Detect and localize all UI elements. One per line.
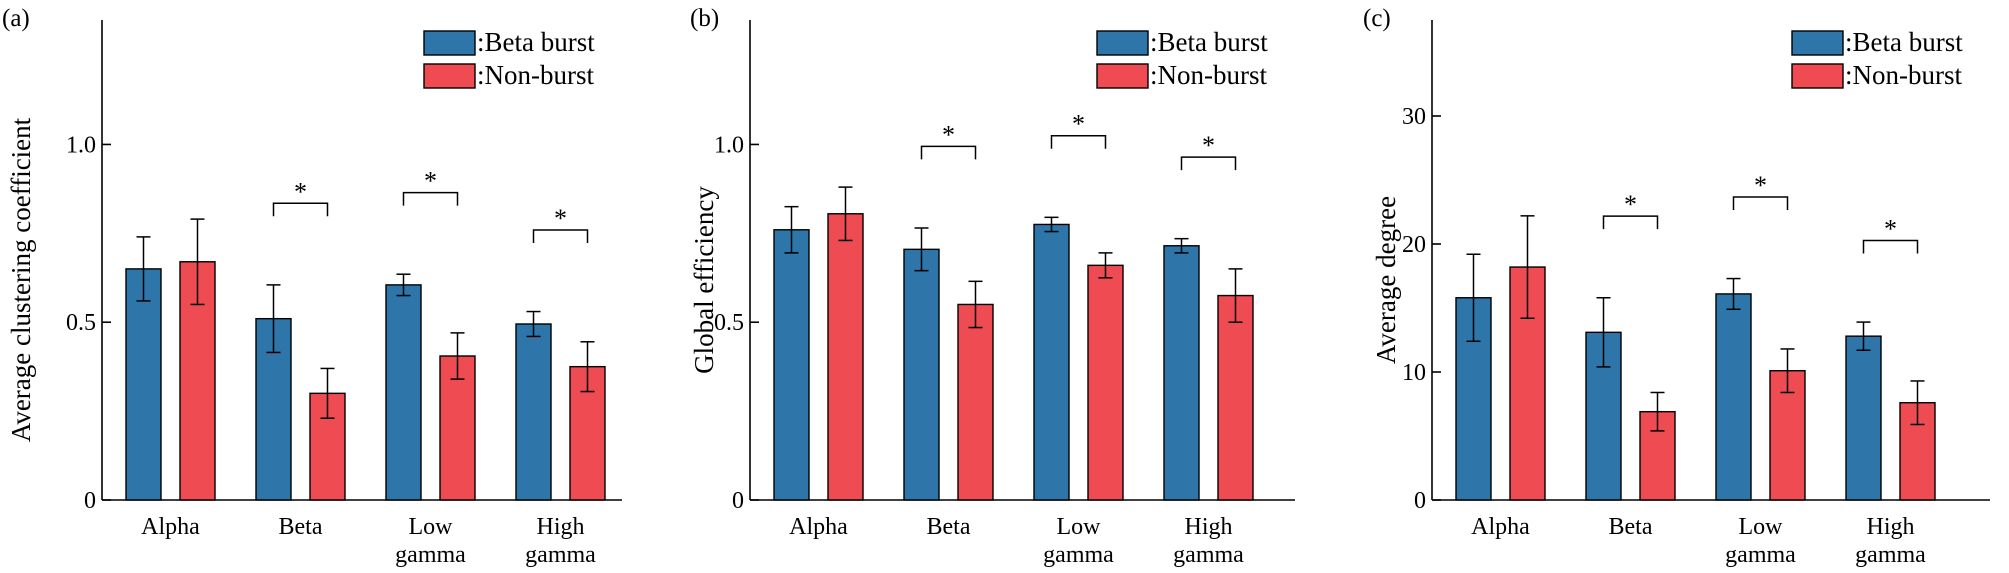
x-tick-label: Low [1057, 514, 1102, 540]
legend-swatch-non-burst [423, 63, 476, 89]
y-tick-label: 1.0 [714, 132, 744, 158]
bar-beta-burst [385, 284, 422, 501]
x-tick-label: High [1867, 514, 1915, 540]
x-tick-label: Alpha [141, 514, 200, 540]
significance-star: * [1884, 214, 1897, 243]
y-tick-label: 30 [1402, 104, 1426, 130]
panel-label: (b) [690, 5, 719, 32]
legend-label: :Non-burst [477, 60, 594, 90]
bar-non-burst [1087, 264, 1124, 501]
legend-swatch-beta-burst [423, 30, 476, 56]
significance-star: * [424, 167, 437, 196]
y-tick-label: 1.0 [66, 132, 96, 158]
x-tick-label: gamma [1043, 542, 1114, 568]
y-tick-label: 0 [84, 488, 96, 514]
x-tick-label: Alpha [1471, 514, 1530, 540]
x-tick-label: gamma [525, 542, 596, 568]
x-tick-label: gamma [395, 542, 466, 568]
legend-label: :Beta burst [1150, 27, 1268, 57]
y-axis-title: Average degree [1371, 196, 1401, 364]
legend-label: :Non-burst [1150, 60, 1267, 90]
x-tick-label: Beta [279, 514, 323, 540]
chart-panel-1: (a) 0 0.5 1.0 Average clustering coefficient… [2, 5, 622, 568]
y-tick-label: 0 [732, 488, 744, 514]
x-tick-label: Low [1739, 514, 1784, 540]
chart-panel-2: (b) 0 0.5 1.0 Global efficiency Alpha Beta * Low… [689, 5, 1295, 568]
y-axis-title: Average clustering coefficient [6, 117, 36, 442]
bar-non-burst [957, 303, 994, 501]
significance-bracket [1862, 239, 1919, 254]
bar-beta-burst [1033, 223, 1070, 501]
y-tick-label: 0 [1414, 488, 1426, 514]
x-tick-label: gamma [1725, 542, 1796, 568]
significance-star: * [942, 120, 955, 149]
legend-label: :Beta burst [477, 27, 595, 57]
x-tick-label: High [537, 514, 585, 540]
x-tick-label: Alpha [789, 514, 848, 540]
bar-beta-burst [125, 268, 162, 501]
x-tick-label: Beta [1609, 514, 1653, 540]
legend-label: :Non-burst [1845, 60, 1962, 90]
significance-bracket [1602, 215, 1659, 230]
bar-beta-burst [903, 248, 940, 501]
significance-star: * [554, 204, 567, 233]
bar-non-burst [309, 392, 346, 501]
legend-swatch-beta-burst [1791, 30, 1844, 56]
x-tick-label: Beta [927, 514, 971, 540]
significance-bracket [532, 229, 589, 243]
y-tick-label: 0.5 [714, 310, 744, 336]
legend-swatch-beta-burst [1096, 30, 1149, 56]
significance-star: * [1754, 171, 1767, 200]
panel-label: (c) [1363, 5, 1391, 32]
legend-swatch-non-burst [1791, 63, 1844, 89]
y-axis-title: Global efficiency [689, 186, 719, 374]
x-tick-label: High [1185, 514, 1233, 540]
x-tick-label: Low [409, 514, 454, 540]
legend-label: :Beta burst [1845, 27, 1963, 57]
significance-star: * [294, 177, 307, 206]
bar-non-burst [827, 213, 864, 501]
significance-bracket [1732, 196, 1789, 210]
significance-bracket [1180, 156, 1237, 171]
bar-beta-burst [773, 229, 810, 501]
legend-swatch-non-burst [1096, 63, 1149, 89]
significance-bracket [402, 191, 459, 206]
significance-star: * [1624, 190, 1637, 219]
y-tick-label: 0.5 [66, 310, 96, 336]
significance-bracket [1050, 134, 1107, 149]
significance-bracket [920, 145, 977, 160]
x-tick-label: gamma [1173, 542, 1244, 568]
bar-beta-burst [515, 323, 552, 501]
panel-label: (a) [2, 5, 30, 32]
x-tick-label: gamma [1855, 542, 1926, 568]
y-tick-label: 10 [1402, 360, 1426, 386]
significance-bracket [272, 202, 329, 217]
y-tick-label: 20 [1402, 232, 1426, 258]
bar-non-burst [1217, 294, 1254, 501]
bar-beta-burst [1845, 335, 1882, 501]
significance-star: * [1072, 110, 1085, 139]
bar-beta-burst [1163, 245, 1200, 501]
bar-beta-burst [1715, 293, 1752, 501]
significance-star: * [1202, 131, 1215, 160]
